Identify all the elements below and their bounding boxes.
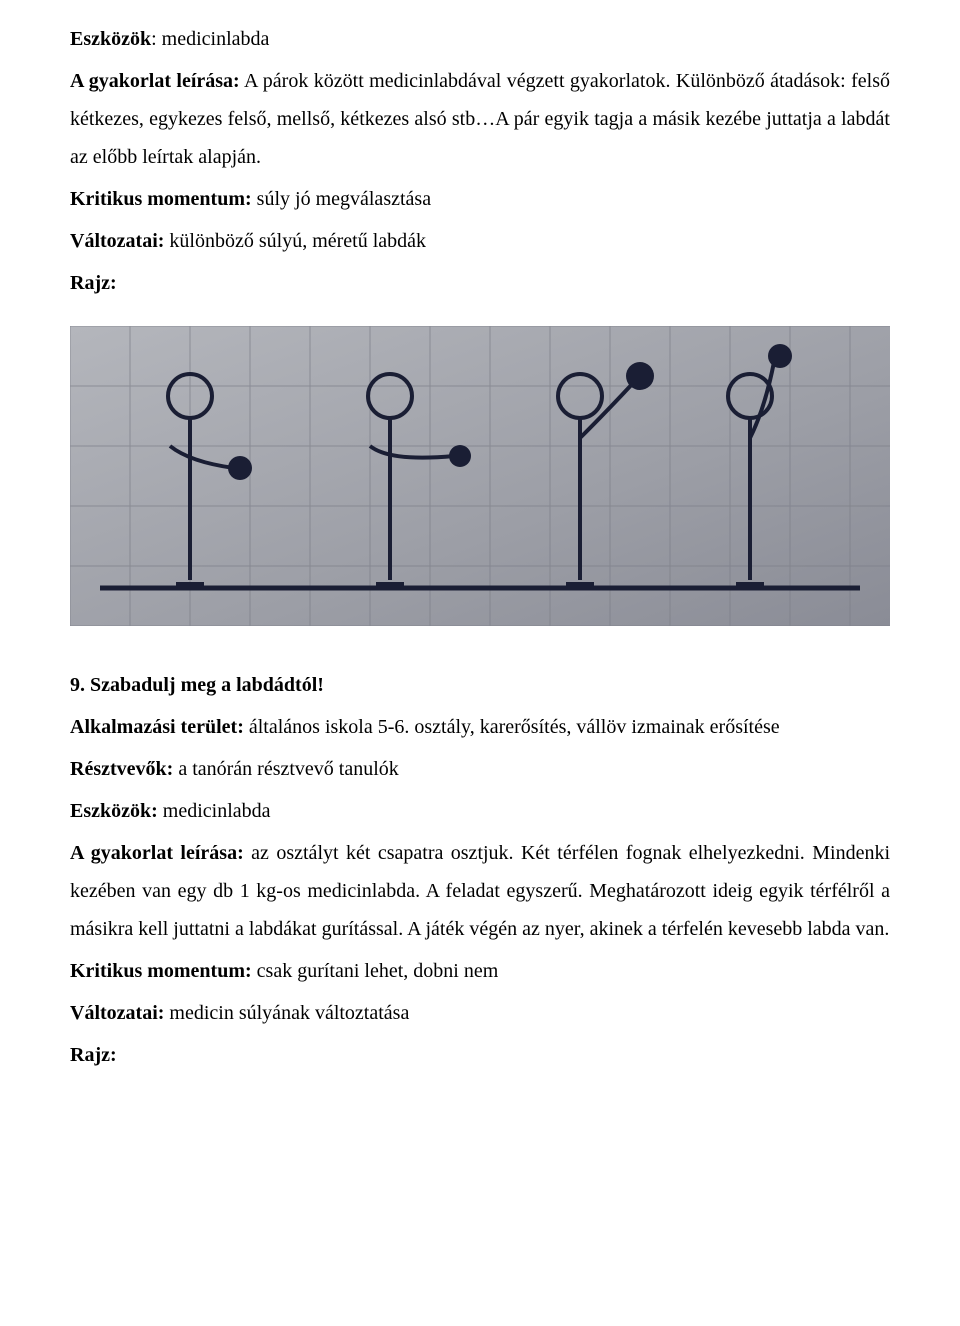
ex8-illustration [70,326,890,626]
ex9-reszt: Résztvevők: a tanórán résztvevő tanulók [70,750,890,788]
ex9-alk-label: Alkalmazási terület: [70,716,244,738]
ex9-valtozat: Változatai: medicin súlyának változtatás… [70,994,890,1032]
ex9-kritikus-value: csak gurítani lehet, dobni nem [252,960,499,982]
ex8-eszkozok-value: : medicinlabda [151,28,269,50]
ex8-leiras: A gyakorlat leírása: A párok között medi… [70,62,890,176]
ex9-leiras: A gyakorlat leírása: az osztályt két csa… [70,834,890,948]
ex9-eszkozok-value: medicinlabda [158,800,271,822]
ex9-title: 9. Szabadulj meg a labdádtól! [70,666,890,704]
ex8-valtozat-label: Változatai: [70,230,164,252]
ex9-eszkozok-label: Eszközök: [70,800,158,822]
ex9-reszt-value: a tanórán résztvevő tanulók [173,758,398,780]
stick-figure-svg [70,326,890,626]
ex9-alk: Alkalmazási terület: általános iskola 5-… [70,708,890,746]
ex8-kritikus-label: Kritikus momentum: [70,188,252,210]
ex9-kritikus: Kritikus momentum: csak gurítani lehet, … [70,952,890,990]
ex8-kritikus: Kritikus momentum: súly jó megválasztása [70,180,890,218]
ex9-eszkozok: Eszközök: medicinlabda [70,792,890,830]
ex8-eszkozok-label: Eszközök [70,28,151,50]
ex8-leiras-label: A gyakorlat leírása: [70,70,240,92]
ex9-valtozat-value: medicin súlyának változtatása [164,1002,409,1024]
ex8-rajz-label: Rajz: [70,264,890,302]
ex8-eszkozok: Eszközök: medicinlabda [70,20,890,58]
ex8-valtozat: Változatai: különböző súlyú, méretű labd… [70,222,890,260]
ex8-kritikus-value: súly jó megválasztása [252,188,431,210]
ex9-kritikus-label: Kritikus momentum: [70,960,252,982]
ex9-rajz-label: Rajz: [70,1036,890,1074]
ex9-reszt-label: Résztvevők: [70,758,173,780]
ex9-valtozat-label: Változatai: [70,1002,164,1024]
ex9-alk-value: általános iskola 5-6. osztály, karerősít… [244,716,780,738]
ex8-valtozat-value: különböző súlyú, méretű labdák [164,230,426,252]
ex9-leiras-label: A gyakorlat leírása: [70,842,244,864]
